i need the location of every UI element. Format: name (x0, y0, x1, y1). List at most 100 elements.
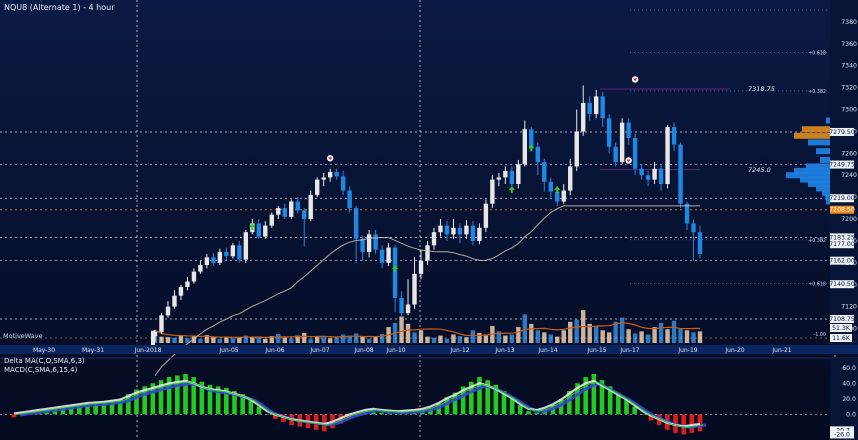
volume-bar (619, 317, 625, 343)
volume-bar (347, 335, 352, 343)
candle-body (379, 249, 385, 263)
macd-tag-box (830, 426, 854, 435)
macd-histogram-line (16, 381, 704, 428)
candle-body (412, 273, 417, 305)
moving-average-line (154, 205, 700, 376)
volume-bar (665, 329, 670, 343)
volume-bar (470, 330, 476, 343)
delta-ma-bar (697, 414, 703, 432)
delta-ma-bar (101, 401, 107, 415)
volume-tag-label: 51.3K (832, 325, 851, 332)
sell-signal-arrow (328, 157, 333, 161)
candle-body (276, 208, 281, 215)
date-tick-label: Jun-21 (771, 347, 791, 354)
volume-bar (217, 338, 223, 343)
candle-body (224, 251, 229, 257)
volume-bar (295, 335, 300, 343)
candle-body (516, 164, 521, 184)
volume-bar (671, 320, 677, 343)
candle-body (217, 251, 223, 263)
volume-profile-bar (808, 181, 830, 187)
candle-body (581, 102, 586, 132)
candle-body (470, 225, 476, 241)
volume-profile-bar (808, 139, 830, 146)
candle-body (191, 271, 197, 282)
buy-signal-arrow (392, 264, 399, 269)
price-tag-label: 7108.75 (829, 316, 855, 323)
price-tag-label: 7249.75 (829, 162, 855, 169)
date-tick-label: Jun-20 (724, 347, 744, 354)
delta-ma-bar (150, 383, 156, 415)
volume-bar (516, 327, 521, 343)
price-tag-label: 7140.50 (829, 281, 855, 288)
volume-bar (276, 333, 281, 343)
candle-body (366, 234, 372, 252)
signal-markers (249, 76, 639, 272)
candle-body (522, 129, 528, 165)
buy-signal-arrow (554, 186, 561, 190)
volume-bar (451, 334, 456, 343)
volume-bar (224, 336, 229, 343)
fib-label: +0.382 (808, 89, 826, 95)
date-tick-label: Jun-17 (619, 347, 639, 354)
macd-title: MACD(C,SMA,6,15,4) (4, 366, 78, 374)
candle-body (172, 295, 177, 307)
date-scale-band (0, 345, 858, 354)
volume-bar (503, 335, 508, 343)
volume-bar (418, 330, 424, 343)
delta-ma-bar (126, 394, 131, 415)
volume-bar (652, 327, 657, 343)
delta-ma-bar (183, 373, 188, 415)
candle-body (178, 286, 184, 296)
candle-body (295, 201, 300, 211)
candle-body (574, 131, 579, 167)
volume-bar (360, 336, 365, 343)
volume-bar (282, 337, 287, 343)
date-tick-label: May-31 (82, 347, 104, 354)
price-tick-label: 7300 (841, 107, 857, 114)
delta-ma-bar (215, 386, 221, 415)
volume-profile-bar (806, 163, 830, 170)
volume-bar (308, 338, 313, 343)
volume-bar (606, 332, 612, 343)
price-tag-box (830, 205, 854, 214)
fib-label: +0.382 (808, 238, 826, 244)
candle-body (399, 297, 404, 314)
price-tag-box (830, 280, 854, 289)
delta-ma-bar (93, 402, 98, 415)
volume-profile-bar (802, 126, 830, 133)
candle-body (425, 245, 430, 261)
delta-ma-bar (648, 414, 654, 421)
delta-ma-bar (640, 414, 646, 415)
candle-body (211, 257, 216, 263)
candle-series (151, 85, 703, 345)
buy-signal-stem (510, 190, 513, 193)
volume-bar (379, 333, 385, 343)
candle-body (496, 177, 502, 180)
delta-ma-title: Delta MA(C,O,SMA,6,3) (4, 357, 85, 365)
delta-ma-bar (444, 397, 450, 415)
fib-label: +0.618 (808, 282, 826, 288)
volume-bar (243, 335, 249, 343)
delta-ma-bar (85, 403, 90, 415)
delta-ma-bar (509, 397, 515, 415)
date-tick-label: Jun-19 (677, 347, 697, 354)
delta-ma-bar (518, 404, 523, 415)
delta-ma-bar (158, 380, 164, 415)
volume-profile-bar (826, 117, 830, 124)
volume-bar (542, 332, 547, 343)
volume-profile-bar (794, 132, 830, 139)
price-tag-box (830, 256, 854, 265)
candle-body (243, 232, 249, 260)
volume-bar (185, 338, 190, 343)
candle-body (340, 176, 346, 191)
fib-label: +0.618 (808, 51, 826, 57)
delta-ma-bar (469, 381, 474, 415)
volume-bars (0, 310, 830, 343)
volume-profile-bar (816, 148, 830, 155)
candle-body (600, 96, 605, 119)
delta-ma-bar (68, 406, 74, 415)
delta-ma-bar (224, 387, 229, 415)
candle-body (561, 190, 566, 202)
